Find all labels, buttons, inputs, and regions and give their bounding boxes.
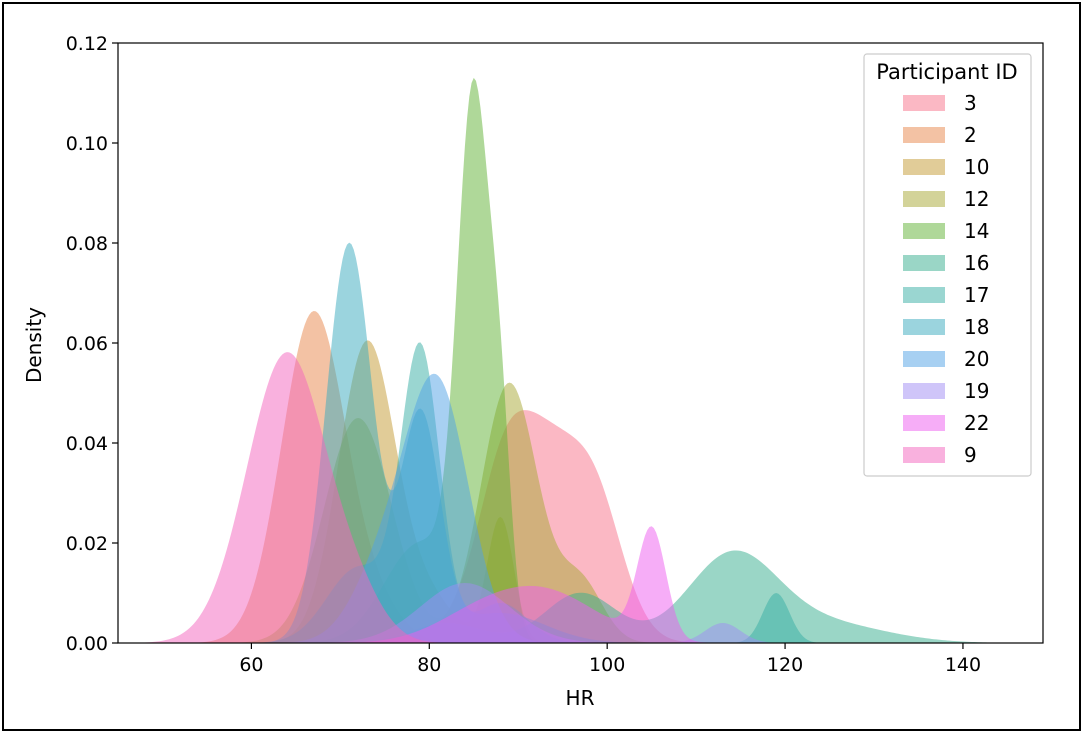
x-axis-ticks: 60 80 100 120 140 — [239, 643, 981, 676]
legend-swatch-9 — [903, 447, 945, 463]
legend-label-3: 3 — [964, 91, 977, 115]
legend-swatch-12 — [903, 191, 945, 207]
y-tick-label: 0.02 — [66, 533, 108, 555]
legend-title: Participant ID — [876, 60, 1017, 84]
legend-label-18: 18 — [964, 315, 989, 339]
legend-label-19: 19 — [964, 379, 989, 403]
y-tick-label: 0.00 — [66, 633, 108, 655]
legend-items: 3 2 10 12 14 16 17 18 20 19 22 9 — [903, 91, 989, 467]
legend-swatch-19 — [903, 383, 945, 399]
x-tick-label: 60 — [239, 654, 263, 676]
legend-swatch-10 — [903, 159, 945, 175]
density-area-16 — [126, 550, 1035, 643]
density-areas — [126, 77, 1035, 644]
density-area-3 — [126, 410, 1035, 643]
legend-label-20: 20 — [964, 347, 989, 371]
y-tick-label: 0.10 — [66, 133, 108, 155]
legend-swatch-18 — [903, 319, 945, 335]
density-area-9 — [126, 352, 1035, 643]
x-tick-label: 140 — [945, 654, 981, 676]
legend-swatch-16 — [903, 255, 945, 271]
y-tick-label: 0.04 — [66, 433, 108, 455]
legend: Participant ID 3 2 10 12 14 16 17 18 20 19 22 9 — [863, 53, 1032, 477]
legend-label-9: 9 — [964, 443, 977, 467]
legend-label-2: 2 — [964, 123, 977, 147]
legend-swatch-2 — [903, 127, 945, 143]
density-area-22 — [126, 526, 1035, 643]
y-tick-label: 0.12 — [66, 33, 108, 55]
legend-swatch-22 — [903, 415, 945, 431]
legend-label-22: 22 — [964, 411, 989, 435]
legend-label-12: 12 — [964, 187, 989, 211]
y-axis-ticks: 0.00 0.02 0.04 0.06 0.08 0.10 0.12 — [66, 33, 118, 655]
x-tick-label: 100 — [589, 654, 625, 676]
legend-label-14: 14 — [964, 219, 989, 243]
x-tick-label: 120 — [767, 654, 803, 676]
legend-swatch-20 — [903, 351, 945, 367]
legend-label-10: 10 — [964, 155, 989, 179]
legend-label-16: 16 — [964, 251, 989, 275]
legend-swatch-3 — [903, 95, 945, 111]
x-tick-label: 80 — [417, 654, 441, 676]
legend-swatch-14 — [903, 223, 945, 239]
legend-label-17: 17 — [964, 283, 989, 307]
legend-swatch-17 — [903, 287, 945, 303]
legend-box — [863, 53, 1032, 477]
y-tick-label: 0.08 — [66, 233, 108, 255]
x-axis-label: HR — [566, 686, 595, 710]
y-axis-label: Density — [22, 307, 46, 383]
y-tick-label: 0.06 — [66, 333, 108, 355]
